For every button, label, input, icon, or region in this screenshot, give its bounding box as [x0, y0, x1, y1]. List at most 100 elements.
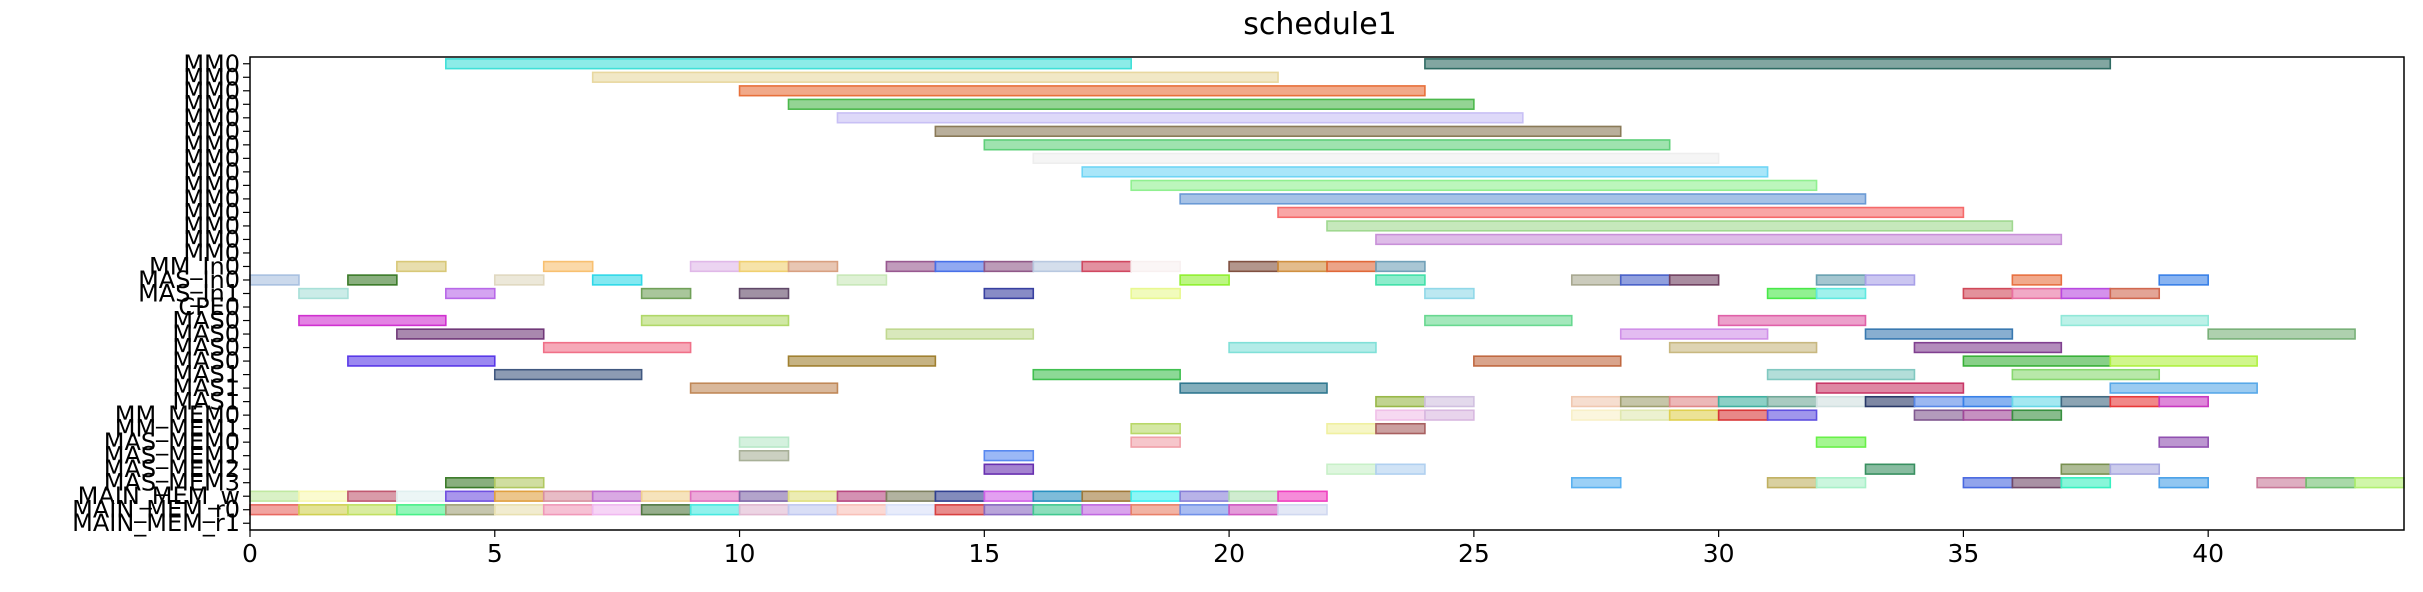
gantt-bar — [493, 274, 545, 286]
gantt-bar — [640, 504, 692, 516]
y-tick-label: MM0 — [183, 117, 240, 145]
gantt-bar — [2354, 477, 2405, 489]
gantt-bar — [542, 341, 692, 354]
gantt-bar — [738, 490, 790, 502]
gantt-bar — [2011, 287, 2063, 300]
gantt-bar — [934, 490, 986, 502]
y-tick-label: MAIN_MEM_r1 — [72, 509, 240, 537]
y-tick-label: MM0 — [183, 131, 240, 159]
gantt-bar — [1179, 382, 1328, 394]
gantt-bar — [1179, 193, 1867, 205]
gantt-bar — [2109, 382, 2258, 394]
gantt-bar — [2158, 395, 2209, 408]
gantt-bar — [885, 260, 937, 273]
y-tick-label: MAS_MEM0 — [104, 428, 240, 456]
gantt-bar — [1179, 504, 1230, 516]
y-tick-label: MM0 — [183, 63, 240, 91]
y-tick-label: MM_MEM1 — [115, 415, 240, 443]
gantt-bar — [493, 504, 545, 516]
y-tick-label: MAS1 — [172, 361, 240, 389]
y-tick-label: MM0 — [183, 158, 240, 186]
gantt-bar — [885, 328, 1035, 340]
gantt-bar — [298, 490, 349, 502]
gantt-bar — [640, 490, 692, 502]
chart-title: schedule1 — [1243, 7, 1397, 42]
y-tick-label: MM0 — [183, 239, 240, 267]
y-tick-label: MAS1 — [172, 388, 240, 416]
gantt-bar — [1375, 395, 1426, 408]
gantt-bar — [1962, 355, 2112, 367]
gantt-bar — [1424, 58, 2112, 70]
gantt-bar — [738, 85, 1426, 97]
gantt-bar — [983, 504, 1035, 516]
y-tick-label: MM0 — [183, 90, 240, 118]
gantt-bar — [1179, 490, 1230, 502]
y-tick-label: MAS0 — [172, 347, 240, 375]
gantt-bar — [1032, 504, 1084, 516]
gantt-bar — [2060, 477, 2112, 489]
gantt-bar — [1766, 287, 1818, 300]
gantt-bar — [1962, 477, 2014, 489]
x-tick-label: 15 — [968, 539, 1000, 568]
y-tick-label: MM0 — [183, 171, 240, 199]
gantt-bar — [836, 112, 1524, 124]
gantt-bar — [1570, 274, 1622, 286]
y-tick-label: MAS_MEM3 — [104, 469, 240, 497]
gantt-bar — [1668, 274, 1720, 286]
gantt-bar — [298, 504, 349, 516]
x-tick-label: 10 — [724, 539, 756, 568]
gantt-bar — [1815, 477, 1867, 489]
x-tick-label: 40 — [2192, 539, 2224, 568]
gantt-bar — [2011, 274, 2063, 286]
gantt-bar — [2011, 477, 2063, 489]
gantt-bar — [1228, 341, 1377, 354]
gantt-bar — [2305, 477, 2356, 489]
gantt-bar — [2011, 395, 2063, 408]
gantt-bar — [689, 504, 741, 516]
gantt-bar — [1570, 477, 1622, 489]
gantt-bar — [1815, 382, 1965, 394]
gantt-bar — [1228, 490, 1279, 502]
gantt-bar — [983, 490, 1035, 502]
y-tick-label: MM0 — [183, 198, 240, 226]
gantt-bar — [1375, 233, 2063, 246]
gantt-bar — [1326, 422, 1377, 435]
gantt-bar — [542, 504, 594, 516]
gantt-bar — [298, 314, 447, 327]
gantt-bar — [1032, 260, 1084, 273]
gantt-bar — [2060, 287, 2112, 300]
gantt-bar — [1815, 395, 1867, 408]
gantt-bar — [689, 382, 839, 394]
gantt-bar — [445, 477, 496, 489]
x-tick-label: 30 — [1703, 539, 1735, 568]
gantt-bar — [1130, 504, 1181, 516]
gantt-bar — [493, 477, 545, 489]
gantt-bar — [1424, 395, 1475, 408]
gantt-bar — [1668, 409, 1720, 421]
gantt-bar — [1228, 504, 1279, 516]
y-tick-label: MAS_In0 — [138, 266, 240, 294]
gantt-bar — [983, 463, 1035, 475]
y-tick-label: MAS0 — [172, 320, 240, 348]
y-tick-label: MAS_MEM2 — [104, 455, 240, 483]
y-axis: MM0MM0MM0MM0MM0MM0MM0MM0MM0MM0MM0MM0MM0M… — [72, 50, 250, 537]
gantt-bar — [1619, 409, 1671, 421]
gantt-bar — [591, 490, 643, 502]
gantt-bar — [591, 504, 643, 516]
gantt-bar — [738, 436, 790, 448]
gantt-bar — [249, 274, 300, 286]
gantt-bar — [1766, 395, 1818, 408]
gantt-bar — [1766, 409, 1818, 421]
gantt-bar — [2158, 274, 2209, 286]
y-tick-label: MAIN_MEM_r0 — [72, 496, 240, 524]
gantt-bar — [1815, 287, 1867, 300]
gantt-bar — [2158, 477, 2209, 489]
y-tick-label: MAS1 — [172, 374, 240, 402]
gantt-bar — [787, 355, 937, 367]
y-tick-label: MM0 — [183, 104, 240, 132]
gantt-bar — [1032, 490, 1084, 502]
gantt-bar — [347, 490, 398, 502]
gantt-bar — [934, 504, 986, 516]
gantt-bar — [1913, 409, 1965, 421]
gantt-bar — [738, 287, 790, 300]
